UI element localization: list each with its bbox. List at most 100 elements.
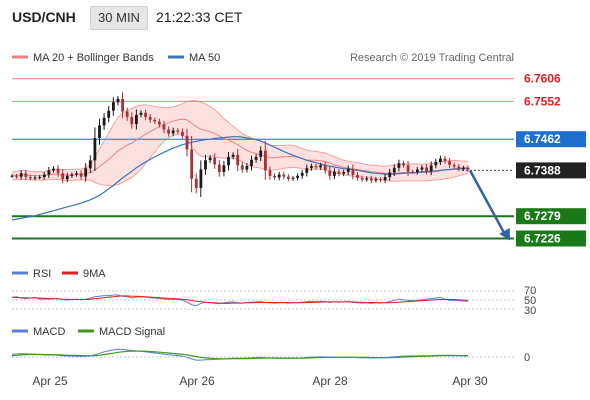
candle	[448, 157, 451, 169]
candle-body	[383, 177, 387, 180]
candle-body	[356, 175, 359, 178]
macd-legend-label: MACD	[33, 326, 65, 338]
candle	[420, 164, 424, 172]
candle-body	[56, 168, 60, 174]
candle-body	[167, 129, 170, 134]
candle	[70, 172, 74, 178]
candle-body	[162, 124, 166, 130]
candle	[439, 155, 442, 165]
candle	[153, 117, 157, 124]
candle	[337, 169, 341, 177]
candle	[24, 170, 28, 181]
candle-body	[42, 174, 46, 178]
candle-body	[227, 156, 230, 166]
candle	[342, 169, 346, 177]
candle	[425, 164, 428, 175]
candle-body	[273, 175, 276, 178]
candle	[61, 169, 65, 184]
rsi-legend-label: RSI	[33, 268, 51, 280]
candle	[199, 160, 203, 198]
candle	[351, 164, 355, 180]
candle	[291, 175, 295, 181]
candle	[88, 155, 92, 174]
support-2-value: 6.7226	[524, 232, 561, 246]
candle-body	[264, 150, 267, 171]
candle-body	[411, 171, 415, 173]
candle-body	[342, 172, 346, 174]
candle	[319, 162, 322, 170]
candle	[185, 128, 189, 157]
candle-body	[10, 175, 14, 177]
candle-body	[374, 179, 378, 181]
candle-body	[70, 174, 74, 176]
candle-body	[319, 165, 322, 168]
candle	[264, 141, 267, 180]
candle-body	[379, 179, 382, 181]
forecast-arrow-head	[499, 227, 510, 241]
timeframe-selector[interactable]: 30 MIN	[90, 6, 148, 30]
candle-body	[29, 177, 32, 179]
candle-body	[429, 165, 433, 172]
rsi-tick-30: 30	[524, 305, 536, 317]
candlestick-series	[10, 92, 470, 198]
candle-body	[15, 175, 18, 177]
ma50-line	[11, 136, 468, 221]
candle-body	[337, 171, 341, 174]
candle-body	[443, 158, 447, 162]
resistance-1-value: 6.7606	[524, 72, 561, 86]
candle	[369, 175, 373, 183]
candle-body	[457, 166, 461, 169]
candle-body	[328, 170, 332, 176]
candle	[65, 172, 69, 183]
candle	[443, 155, 447, 164]
rsi-ma-line	[12, 295, 469, 304]
candle	[411, 169, 415, 174]
candle-body	[19, 173, 23, 177]
candle-body	[194, 178, 198, 188]
candle	[452, 162, 456, 169]
clock-time: 21:22:33 CET	[156, 9, 243, 25]
candle-body	[61, 173, 65, 180]
candle	[236, 148, 240, 172]
candle	[360, 175, 364, 182]
candle	[231, 152, 235, 160]
candle-body	[291, 177, 295, 179]
candle	[135, 109, 138, 130]
candle-body	[360, 177, 364, 180]
candle-body	[425, 167, 428, 172]
candle	[116, 95, 120, 106]
candle	[250, 155, 253, 171]
chart-header: USD/CNH 30 MIN 21:22:33 CET	[0, 0, 590, 36]
support-2-tag	[516, 230, 586, 247]
x-axis: Apr 25 Apr 26 Apr 28 Apr 30	[32, 374, 488, 388]
candle	[139, 110, 143, 118]
candle-body	[125, 111, 129, 117]
candle-body	[462, 167, 465, 169]
candle	[268, 166, 272, 180]
candle-body	[116, 98, 120, 103]
candle	[328, 166, 332, 180]
candle-body	[102, 117, 106, 126]
candle-body	[158, 121, 161, 125]
candle	[167, 126, 170, 137]
candle-body	[52, 168, 55, 171]
candle	[416, 166, 419, 175]
candle-body	[250, 159, 253, 167]
watermark-text: Research © 2019 Trading Central	[350, 52, 514, 64]
candle-body	[236, 154, 240, 166]
candle-body	[75, 173, 78, 175]
candle	[98, 118, 101, 145]
candle-body	[296, 175, 299, 178]
candle	[144, 109, 147, 121]
rsi-tick-50: 50	[524, 295, 536, 307]
candle-body	[112, 102, 115, 111]
candle	[406, 161, 410, 176]
candle	[10, 174, 14, 178]
candle	[208, 155, 212, 163]
candle	[217, 159, 221, 177]
candle	[434, 158, 438, 169]
candle	[259, 146, 263, 162]
candle	[204, 154, 207, 175]
candle-body	[199, 169, 203, 188]
candle	[254, 154, 258, 163]
